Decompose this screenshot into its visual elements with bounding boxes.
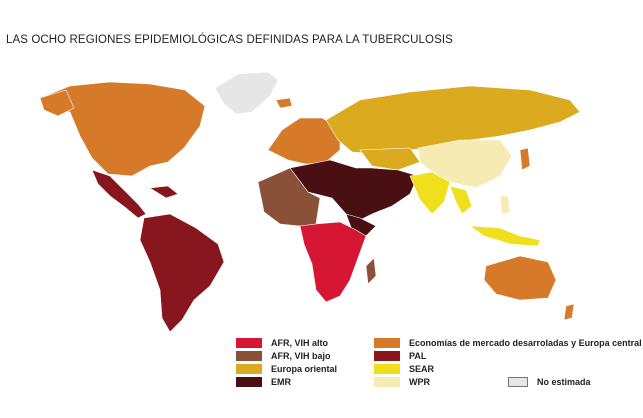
legend-emr: EMR <box>236 377 291 387</box>
region-north-america <box>39 81 206 177</box>
legend-label: No estimada <box>537 377 591 387</box>
legend-label: WPR <box>409 377 430 387</box>
region-east-asia <box>417 139 513 189</box>
legend-sear: SEAR <box>374 364 434 374</box>
region-central-america <box>91 169 147 219</box>
legend-pal: PAL <box>374 351 426 361</box>
legend-swatch <box>374 351 400 361</box>
legend-label: Europa oriental <box>271 364 338 374</box>
legend-estmkt: Economías de mercado desarroladas y Euro… <box>374 338 642 348</box>
legend-swatch <box>236 364 262 374</box>
map-title: LAS OCHO REGIONES EPIDEMIOLÓGICAS DEFINI… <box>6 34 453 46</box>
region-new-zealand <box>563 303 575 321</box>
region-japan <box>519 147 531 171</box>
region-alaska <box>39 89 75 117</box>
legend-label: PAL <box>409 351 427 361</box>
legend-label: AFR, VIH bajo <box>271 351 331 361</box>
legend-label: SEAR <box>409 364 435 374</box>
legend-swatch <box>508 377 528 387</box>
legend-label: Economías de mercado desarroladas y Euro… <box>409 338 642 348</box>
legend-label: EMR <box>271 377 291 387</box>
region-australia <box>483 255 557 301</box>
region-southeast-asia <box>449 185 473 215</box>
region-greenland <box>214 71 279 115</box>
legend-wpr: WPR <box>374 377 430 387</box>
region-indonesia <box>468 225 541 247</box>
region-caribbean <box>149 185 179 199</box>
legend-none: No estimada <box>508 377 591 387</box>
legend-swatch <box>236 351 262 361</box>
legend-label: AFR, VIH alto <box>271 338 329 348</box>
world-map <box>39 71 581 333</box>
legend-afr-low: AFR, VIH bajo <box>236 351 331 361</box>
region-madagascar <box>365 257 377 285</box>
legend-afr-high: AFR, VIH alto <box>236 338 328 348</box>
legend-swatch <box>374 364 400 374</box>
legend-swatch <box>236 338 262 348</box>
legend-swatch <box>236 377 262 387</box>
region-central-asia <box>359 147 421 171</box>
region-iceland <box>275 97 293 109</box>
region-emr <box>289 159 419 223</box>
legend-swatch <box>374 338 400 348</box>
region-south-america <box>139 213 225 333</box>
legend-swatch <box>374 377 400 387</box>
legend-eeur: Europa oriental <box>236 364 337 374</box>
region-afr-high <box>299 221 367 303</box>
region-philippines <box>499 195 511 215</box>
